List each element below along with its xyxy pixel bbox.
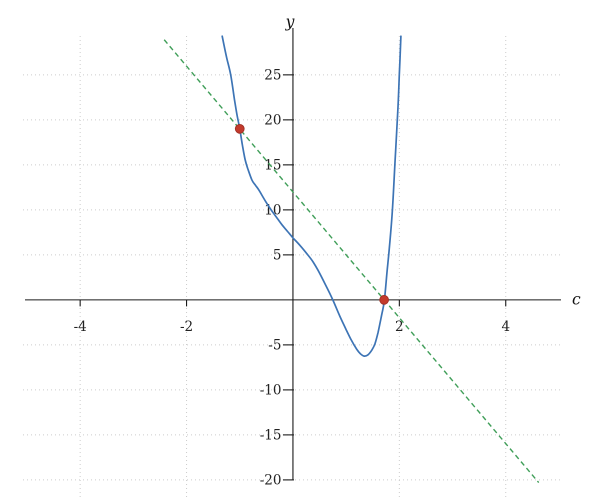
x-tick-label: 2 [395,319,404,335]
y-tick-label: 5 [273,247,282,263]
y-tick-label: 25 [264,67,281,83]
x-tick-label: -2 [180,319,193,335]
y-axis-label: y [285,13,295,31]
x-tick-label: -4 [74,319,87,335]
y-tick-label: -5 [268,337,281,353]
function-curve [221,35,402,357]
y-tick-label: 15 [264,157,281,173]
intersection-point [234,124,245,134]
intersection-point [379,295,389,305]
dashed-secant-line [163,39,540,484]
series-layer [163,35,540,484]
x-axis-label: c [572,291,581,309]
y-tick-label: 20 [264,112,281,128]
grid-layer [23,36,560,498]
y-tick-label: -10 [260,382,282,398]
y-tick-label: -20 [260,472,282,488]
y-tick-label: -15 [260,427,282,443]
x-tick-label: 4 [501,319,510,335]
